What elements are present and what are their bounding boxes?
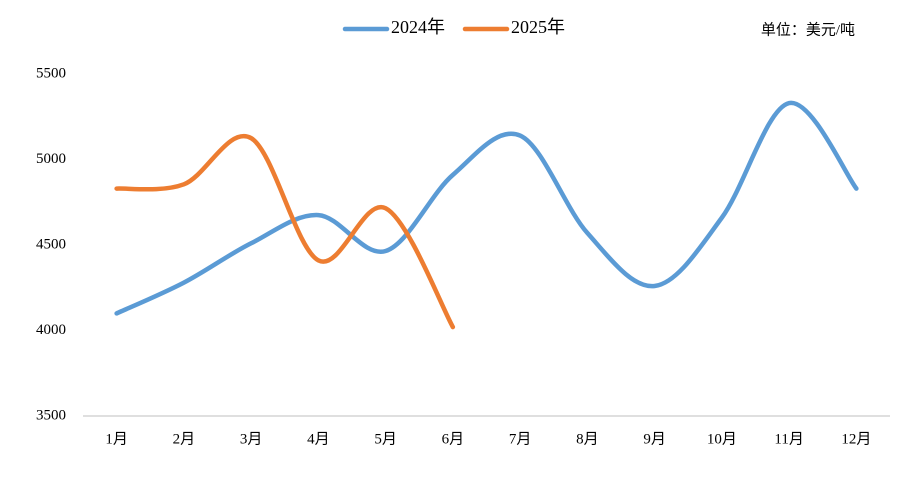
series-line (114, 100, 859, 316)
x-tick-label: 3月 (240, 431, 263, 447)
x-tick-label: 1月 (105, 431, 128, 447)
x-tick-label: 5月 (374, 431, 397, 447)
y-tick-label: 5000 (36, 151, 66, 167)
y-tick-label: 4500 (36, 236, 66, 252)
x-tick-label: 6月 (442, 431, 465, 447)
x-tick-label: 10月 (707, 431, 737, 447)
x-tick-label: 11月 (774, 431, 803, 447)
x-tick-label: 4月 (307, 431, 330, 447)
y-tick-label: 5500 (36, 65, 66, 81)
x-tick-label: 9月 (643, 431, 666, 447)
y-tick-label: 3500 (36, 407, 66, 423)
legend-label: 2024年 (391, 17, 445, 37)
x-tick-label: 8月 (576, 431, 599, 447)
x-tick-label: 12月 (841, 431, 871, 447)
legend-label: 2025年 (511, 17, 565, 37)
series-line (114, 133, 456, 330)
unit-label: 单位：美元/吨 (761, 21, 855, 38)
x-tick-label: 7月 (509, 431, 532, 447)
x-tick-label: 2月 (173, 431, 196, 447)
y-tick-label: 4000 (36, 322, 66, 338)
